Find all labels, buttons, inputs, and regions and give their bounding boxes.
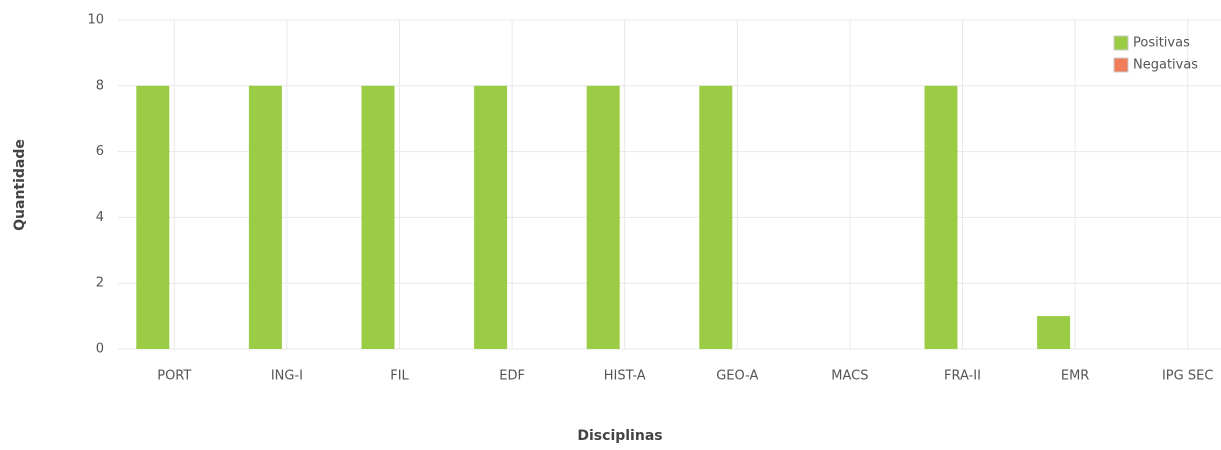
legend-swatch [1113, 57, 1129, 73]
y-tick-label: 8 [96, 78, 104, 93]
bar [699, 85, 733, 350]
bar [586, 85, 620, 350]
y-tick-label: 6 [96, 144, 104, 159]
y-axis-label: Quantidade [12, 139, 28, 231]
y-tick-label: 2 [96, 276, 104, 291]
x-tick-label: PORT [157, 369, 191, 384]
y-tick-label: 10 [87, 13, 104, 28]
y-tick-label: 0 [96, 342, 104, 357]
x-axis-label: Disciplinas [577, 428, 662, 444]
x-tick-label: GEO-A [716, 369, 758, 384]
legend-swatch [1113, 35, 1129, 51]
legend-label: Negativas [1133, 58, 1198, 73]
x-tick-label: FIL [390, 369, 409, 384]
bar [1037, 316, 1071, 349]
bar [361, 85, 395, 350]
x-tick-label: FRA-II [944, 369, 981, 384]
x-tick-label: EMR [1061, 369, 1089, 384]
bar [136, 85, 170, 350]
x-tick-label: IPG SEC [1162, 369, 1213, 384]
bar [924, 85, 958, 350]
x-tick-label: ING-I [271, 369, 303, 384]
bar [248, 85, 282, 350]
x-tick-label: EDF [499, 369, 525, 384]
y-tick-label: 4 [96, 210, 104, 225]
bar [474, 85, 508, 350]
x-tick-label: MACS [831, 369, 868, 384]
x-tick-label: HIST-A [604, 369, 646, 384]
legend-label: Positivas [1133, 36, 1190, 51]
